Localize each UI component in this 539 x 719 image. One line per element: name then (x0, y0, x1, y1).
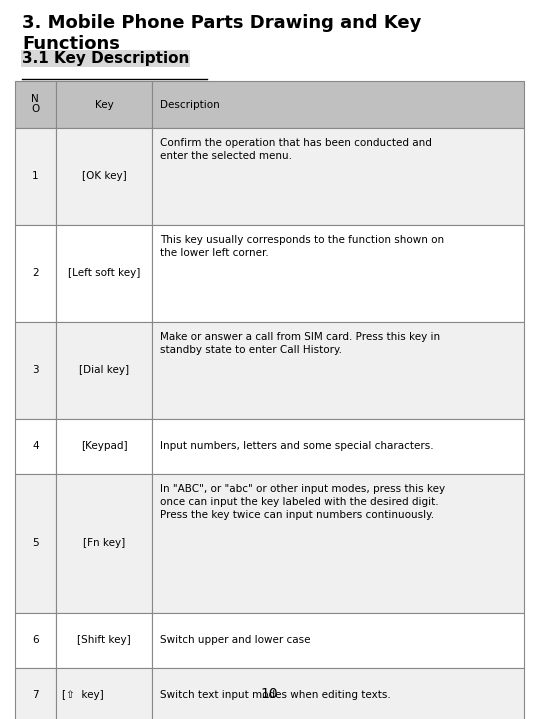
Text: Description: Description (161, 99, 220, 109)
Bar (15, 128, 56, 225)
Bar (56, 668, 153, 719)
Bar (15, 322, 56, 419)
Text: [Shift key]: [Shift key] (77, 636, 131, 646)
Bar (56, 419, 153, 474)
Bar (153, 81, 524, 128)
Text: [Fn key]: [Fn key] (83, 539, 125, 549)
Text: 3. Mobile Phone Parts Drawing and Key
Functions: 3. Mobile Phone Parts Drawing and Key Fu… (22, 14, 421, 52)
Bar (15, 419, 56, 474)
Bar (153, 419, 524, 474)
Bar (153, 225, 524, 322)
Text: 1: 1 (32, 172, 39, 181)
Text: Switch upper and lower case: Switch upper and lower case (161, 636, 311, 646)
Text: [OK key]: [OK key] (82, 172, 127, 181)
Bar (15, 474, 56, 613)
Text: This key usually corresponds to the function shown on
the lower left corner.: This key usually corresponds to the func… (161, 235, 445, 258)
Text: 10: 10 (261, 687, 278, 701)
Bar (153, 613, 524, 668)
Bar (15, 81, 56, 128)
Text: [Keypad]: [Keypad] (81, 441, 127, 452)
Text: [Left soft key]: [Left soft key] (68, 268, 140, 278)
Bar (153, 322, 524, 419)
Bar (15, 613, 56, 668)
Bar (56, 81, 153, 128)
Text: 2: 2 (32, 268, 39, 278)
Text: In "ABC", or "abc" or other input modes, press this key
once can input the key l: In "ABC", or "abc" or other input modes,… (161, 484, 446, 520)
Text: Make or answer a call from SIM card. Press this key in
standby state to enter Ca: Make or answer a call from SIM card. Pre… (161, 332, 440, 354)
Text: 7: 7 (32, 690, 39, 700)
Text: Confirm the operation that has been conducted and
enter the selected menu.: Confirm the operation that has been cond… (161, 138, 432, 161)
Text: [⇧  key]: [⇧ key] (62, 690, 103, 700)
Text: 5: 5 (32, 539, 39, 549)
Text: 3.1 Key Description: 3.1 Key Description (22, 51, 189, 66)
Bar (15, 668, 56, 719)
Text: 6: 6 (32, 636, 39, 646)
Text: 4: 4 (32, 441, 39, 452)
Bar (56, 128, 153, 225)
Bar (153, 128, 524, 225)
Text: [Dial key]: [Dial key] (79, 365, 129, 375)
Text: 3: 3 (32, 365, 39, 375)
Bar (56, 474, 153, 613)
Text: Input numbers, letters and some special characters.: Input numbers, letters and some special … (161, 441, 434, 452)
Bar (56, 322, 153, 419)
Bar (56, 613, 153, 668)
Bar (153, 474, 524, 613)
Bar (56, 225, 153, 322)
Text: N
O: N O (31, 94, 39, 114)
Text: Key: Key (95, 99, 113, 109)
Text: Switch text input modes when editing texts.: Switch text input modes when editing tex… (161, 690, 391, 700)
Bar (153, 668, 524, 719)
Bar (15, 225, 56, 322)
